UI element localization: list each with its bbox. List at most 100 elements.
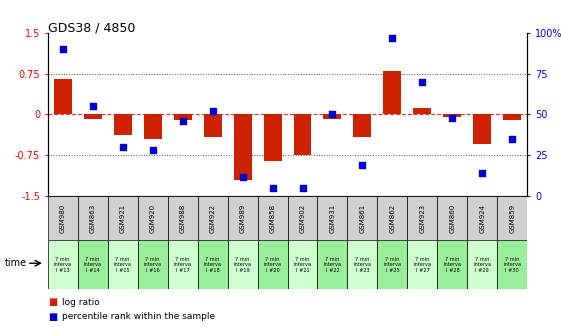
Bar: [48, 196, 77, 240]
Bar: [173, 114, 191, 120]
Point: [118, 145, 127, 150]
Bar: [473, 114, 491, 145]
Point: [448, 115, 457, 120]
Point: [418, 79, 427, 84]
Bar: [503, 114, 521, 120]
Text: 7 min
interva
l #25: 7 min interva l #25: [383, 257, 402, 273]
Text: GSM861: GSM861: [360, 204, 365, 233]
Bar: [383, 71, 402, 114]
Text: GSM859: GSM859: [509, 204, 516, 233]
Bar: [378, 196, 407, 240]
Point: [388, 35, 397, 40]
Bar: [438, 196, 467, 240]
Text: log ratio: log ratio: [62, 298, 99, 307]
Bar: [137, 240, 168, 289]
Point: [358, 163, 367, 168]
Bar: [347, 240, 378, 289]
Point: [508, 136, 517, 142]
Bar: [407, 196, 438, 240]
Text: GSM862: GSM862: [389, 204, 396, 233]
Text: 7 min
interva
l #28: 7 min interva l #28: [443, 257, 461, 273]
Bar: [197, 196, 228, 240]
Bar: [264, 114, 282, 161]
Bar: [168, 240, 197, 289]
Point: [478, 171, 487, 176]
Bar: [498, 240, 527, 289]
Text: 7 min
interva
l #27: 7 min interva l #27: [413, 257, 431, 273]
Text: percentile rank within the sample: percentile rank within the sample: [62, 312, 215, 321]
Bar: [54, 79, 72, 114]
Text: ■: ■: [48, 312, 57, 321]
Bar: [48, 240, 77, 289]
Text: 7 min
interva
l #18: 7 min interva l #18: [204, 257, 222, 273]
Bar: [287, 196, 318, 240]
Bar: [467, 196, 498, 240]
Bar: [438, 240, 467, 289]
Text: 7 min
interva
l #17: 7 min interva l #17: [173, 257, 192, 273]
Point: [178, 118, 187, 124]
Bar: [197, 240, 228, 289]
Bar: [318, 196, 347, 240]
Text: 7 min
interva
l #16: 7 min interva l #16: [144, 257, 162, 273]
Bar: [318, 240, 347, 289]
Text: GSM920: GSM920: [150, 204, 155, 233]
Bar: [114, 114, 132, 135]
Point: [208, 109, 217, 114]
Text: 7 min
interva
l #20: 7 min interva l #20: [264, 257, 282, 273]
Point: [298, 185, 307, 191]
Text: GSM989: GSM989: [240, 204, 246, 233]
Text: time: time: [4, 258, 26, 268]
Text: ■: ■: [48, 298, 57, 307]
Bar: [108, 196, 137, 240]
Bar: [353, 114, 371, 137]
Text: GSM921: GSM921: [119, 204, 126, 233]
Bar: [443, 114, 461, 117]
Bar: [467, 240, 498, 289]
Text: GSM858: GSM858: [269, 204, 275, 233]
Bar: [233, 114, 251, 180]
Bar: [84, 114, 102, 119]
Bar: [413, 108, 431, 114]
Text: 7 min
interva
l #22: 7 min interva l #22: [324, 257, 342, 273]
Text: GSM922: GSM922: [210, 204, 215, 233]
Text: GDS38 / 4850: GDS38 / 4850: [48, 21, 135, 34]
Text: GSM860: GSM860: [449, 204, 456, 233]
Text: 7 min
interva
l #21: 7 min interva l #21: [293, 257, 311, 273]
Bar: [257, 240, 287, 289]
Bar: [257, 196, 287, 240]
Bar: [77, 240, 108, 289]
Text: GSM931: GSM931: [329, 204, 335, 233]
Point: [238, 174, 247, 179]
Bar: [144, 114, 162, 139]
Text: GSM923: GSM923: [420, 204, 425, 233]
Point: [328, 112, 337, 117]
Text: GSM863: GSM863: [90, 204, 96, 233]
Bar: [287, 240, 318, 289]
Text: 7 min
interva
l #30: 7 min interva l #30: [503, 257, 521, 273]
Bar: [108, 240, 137, 289]
Text: 7 min
interva
l #29: 7 min interva l #29: [473, 257, 491, 273]
Text: 7 min
interva
l #23: 7 min interva l #23: [353, 257, 371, 273]
Point: [148, 148, 157, 153]
Text: 7 min
interva
l #19: 7 min interva l #19: [233, 257, 251, 273]
Text: GSM902: GSM902: [300, 204, 306, 233]
Bar: [228, 240, 257, 289]
Point: [268, 185, 277, 191]
Bar: [293, 114, 311, 155]
Bar: [77, 196, 108, 240]
Bar: [204, 114, 222, 137]
Point: [58, 46, 67, 52]
Bar: [137, 196, 168, 240]
Bar: [407, 240, 438, 289]
Text: 7 min
interva
l #14: 7 min interva l #14: [84, 257, 102, 273]
Bar: [324, 114, 342, 119]
Bar: [347, 196, 378, 240]
Point: [88, 104, 97, 109]
Text: GSM980: GSM980: [59, 204, 66, 233]
Bar: [228, 196, 257, 240]
Text: GSM988: GSM988: [180, 204, 186, 233]
Bar: [378, 240, 407, 289]
Text: 7 min
interva
l #13: 7 min interva l #13: [54, 257, 72, 273]
Bar: [498, 196, 527, 240]
Bar: [168, 196, 197, 240]
